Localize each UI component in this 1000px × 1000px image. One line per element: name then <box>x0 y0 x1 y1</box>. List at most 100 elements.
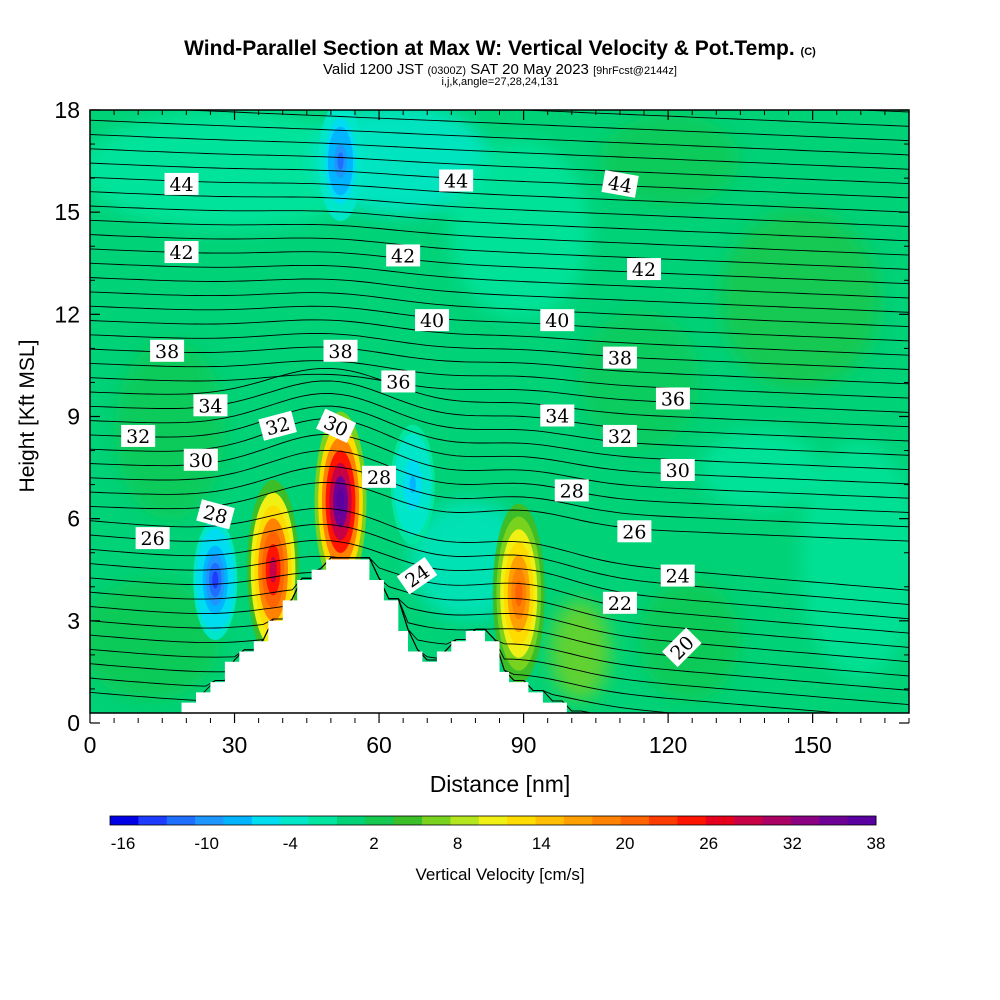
theta-label-box <box>196 499 235 530</box>
colorbar-swatch <box>620 816 650 825</box>
theta-label: 38 <box>602 346 637 370</box>
theta-label-box <box>627 258 662 281</box>
theta-isoline <box>90 234 909 270</box>
theta-isoline <box>90 333 909 370</box>
theta-isoline <box>90 482 909 542</box>
valid-time-label: Valid 1200 JST <box>322 61 424 78</box>
colorbar-swatch <box>478 816 508 825</box>
theta-label-text: 42 <box>391 245 415 267</box>
velocity-feature-downdraft <box>193 519 238 640</box>
x-tick-label: 30 <box>222 732 248 758</box>
velocity-contour <box>409 476 416 494</box>
theta-label: 26 <box>617 520 652 543</box>
colorbar-swatch <box>705 816 735 825</box>
colorbar-swatch <box>790 816 820 825</box>
theta-isoline <box>90 367 909 428</box>
theta-label-box <box>135 527 170 550</box>
copyright-mark: (C) <box>800 46 816 58</box>
theta-isoline <box>90 162 909 199</box>
theta-label-text: 38 <box>608 348 632 370</box>
theta-label-box <box>396 556 438 595</box>
theta-label-text: 28 <box>560 480 584 502</box>
valid-time-utc: (0300Z) <box>427 65 467 77</box>
colorbar-swatch <box>734 816 764 825</box>
theta-label: 22 <box>602 591 637 615</box>
theta-label: 40 <box>415 309 450 332</box>
theta-label-box <box>381 370 416 393</box>
theta-label: 36 <box>655 387 690 410</box>
velocity-feature-updraft <box>314 411 367 592</box>
colorbar-tick-label: 20 <box>616 834 635 853</box>
forecast-info: [9hrFcst@2144z] <box>593 65 677 77</box>
theta-isoline <box>90 557 909 648</box>
theta-label: 44 <box>164 172 199 196</box>
colorbar-tick-label: 8 <box>453 834 462 853</box>
theta-label-text: 24 <box>666 566 690 588</box>
theta-label: 36 <box>381 370 416 393</box>
potential-temperature-contours <box>90 110 909 713</box>
theta-isoline <box>90 319 909 356</box>
theta-isoline <box>90 248 909 285</box>
chart-subtitle: Valid 1200 JST (0300Z) SAT 20 May 2023 [… <box>0 61 1000 78</box>
x-tick-label: 0 <box>84 732 97 758</box>
theta-isoline <box>90 176 909 213</box>
theta-label: 34 <box>193 394 228 417</box>
x-axis-label: Distance [nm] <box>430 771 571 797</box>
theta-label-text: 34 <box>198 395 222 417</box>
theta-label-box <box>660 458 695 481</box>
colorbar-swatch <box>138 816 168 825</box>
velocity-contour <box>269 556 277 583</box>
theta-label-text: 36 <box>386 371 410 393</box>
theta-label: 42 <box>627 258 662 281</box>
colorbar-swatch <box>422 816 451 825</box>
velocity-feature-downdraft <box>318 110 363 222</box>
theta-label-box <box>602 424 637 447</box>
theta-label: 44 <box>439 169 474 193</box>
colorbar-swatch <box>166 816 196 825</box>
theta-label-box <box>602 346 637 369</box>
y-tick-label: 0 <box>67 710 80 736</box>
theta-isoline <box>90 465 909 528</box>
chart-title-main: Wind-Parallel Section at Max W: Vertical… <box>184 37 795 60</box>
theta-label-text: 32 <box>608 426 632 448</box>
theta-label-text: 32 <box>126 426 150 448</box>
colorbar-swatch <box>223 816 253 825</box>
theta-label-box <box>183 448 218 471</box>
theta-label: 38 <box>150 339 185 363</box>
theta-label-text: 42 <box>632 259 656 281</box>
theta-label: 32 <box>602 424 637 448</box>
colorbar-tick-label: -16 <box>111 834 136 853</box>
theta-isoline <box>90 373 909 413</box>
theta-label: 42 <box>164 241 199 264</box>
colorbar-swatch <box>535 816 565 825</box>
colorbar-swatch <box>592 816 622 825</box>
theta-label-box <box>554 479 589 502</box>
theta-label-text: 36 <box>661 388 685 410</box>
theta-label-text: 38 <box>155 341 179 363</box>
colorbar-frame <box>109 815 877 826</box>
theta-isoline <box>90 557 909 663</box>
theta-label-box <box>316 408 357 443</box>
velocity-feature-downdraft <box>390 424 435 545</box>
colorbar-tick-label: -10 <box>194 834 219 853</box>
theta-isoline <box>90 346 909 385</box>
theta-label-box <box>602 591 637 614</box>
y-tick-label: 15 <box>54 199 80 225</box>
theta-label-box <box>655 387 690 410</box>
theta-label-box <box>662 627 702 668</box>
theta-label: 38 <box>323 339 358 363</box>
y-tick-label: 9 <box>67 404 80 430</box>
theta-label: 28 <box>554 479 589 502</box>
theta-isoline <box>90 205 909 242</box>
colorbar-swatch <box>251 816 281 825</box>
terrain-mask <box>90 559 909 713</box>
velocity-contour <box>515 580 523 607</box>
colorbar-swatch <box>308 816 338 825</box>
theta-isoline <box>90 557 909 677</box>
y-tick-label: 18 <box>54 97 80 123</box>
theta-label-box <box>617 520 652 543</box>
colorbar-swatch <box>677 816 707 825</box>
theta-label-box <box>439 169 474 192</box>
